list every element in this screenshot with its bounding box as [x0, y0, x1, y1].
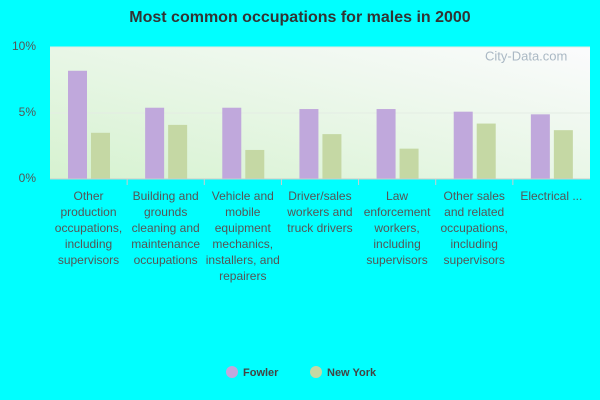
bar — [299, 109, 319, 179]
y-tick-label: 5% — [19, 105, 37, 119]
bar — [553, 130, 573, 179]
bar — [222, 107, 242, 179]
legend-swatch — [310, 366, 322, 378]
watermark: City-Data.com — [485, 48, 567, 63]
bar — [399, 148, 419, 179]
x-tick-label: Other production occupations, including … — [54, 189, 123, 267]
x-tick-label: Driver/sales workers and truck drivers — [287, 189, 353, 235]
bar — [145, 107, 165, 179]
bar — [476, 123, 496, 179]
bar — [530, 114, 550, 179]
bar — [245, 149, 265, 179]
x-tick-label: Electrical ... — [520, 189, 583, 203]
x-tick-label: Other sales and related occupations, inc… — [440, 189, 508, 267]
bar — [376, 109, 396, 179]
y-tick-label: 0% — [19, 171, 37, 185]
legend-swatch — [226, 366, 238, 378]
bar — [453, 111, 473, 179]
bar — [168, 124, 188, 179]
y-tick-label: 10% — [12, 39, 36, 53]
bar — [91, 132, 110, 179]
x-tick-label: Vehicle and mobile equipment mechanics, … — [205, 189, 280, 283]
x-tick-label: Law enforcement workers, including super… — [363, 189, 431, 267]
bar — [68, 70, 87, 179]
legend-label: Fowler — [243, 367, 279, 379]
legend-label: New York — [327, 367, 377, 379]
bar — [322, 134, 342, 179]
chart-title: Most common occupations for males in 200… — [129, 9, 471, 26]
x-tick-label: Building and grounds cleaning and mainte… — [131, 189, 200, 267]
